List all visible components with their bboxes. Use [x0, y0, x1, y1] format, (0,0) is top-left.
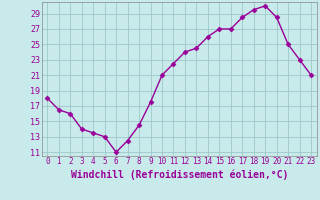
X-axis label: Windchill (Refroidissement éolien,°C): Windchill (Refroidissement éolien,°C): [70, 169, 288, 180]
